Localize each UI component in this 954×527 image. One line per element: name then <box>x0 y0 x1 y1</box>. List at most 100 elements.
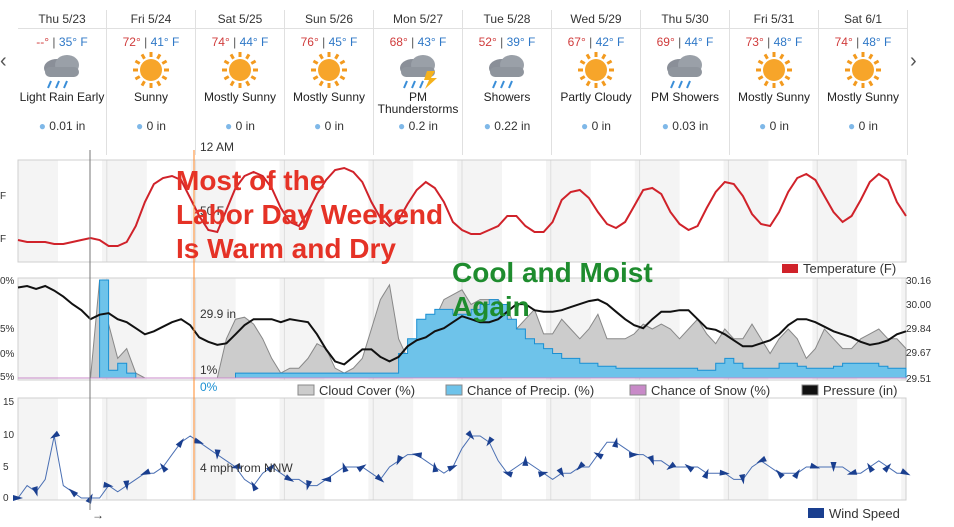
high-temp: 76° <box>300 35 319 49</box>
chevron-left-icon[interactable]: ‹ <box>0 50 7 72</box>
high-temp: 74° <box>211 35 230 49</box>
wind-direction-arrow <box>684 463 695 473</box>
daytime-band <box>58 160 102 262</box>
sun-icon <box>578 52 614 88</box>
rain-cloud-icon <box>489 55 524 89</box>
forecast-day[interactable]: Thu 5/30 69° | 44° F PM Showers ● 0.03 in <box>641 10 730 155</box>
day-condition: PM Showers <box>650 90 720 104</box>
day-date: Fri 5/24 <box>107 10 195 29</box>
wind-direction-arrow <box>846 468 858 475</box>
wind-direction-arrow <box>214 449 221 460</box>
forecast-day[interactable]: Thu 5/23 --° | 35° F Light Rain Early ● 0.0… <box>18 10 107 155</box>
day-condition: Sunny <box>133 90 169 104</box>
day-condition: Showers <box>483 90 531 104</box>
forecast-day[interactable]: Sat 6/1 74° | 48° F Mostly Sunny ● 0 in <box>819 10 908 155</box>
hover-cloud-cover: 1% <box>200 363 218 377</box>
sun-icon <box>222 52 258 88</box>
raindrop-icon: ● <box>848 119 856 133</box>
pressure-tick-label: 30.00 <box>906 300 931 311</box>
day-temps: 52° | 39° F <box>463 35 551 49</box>
low-temp: 39° F <box>506 35 536 49</box>
forecast-day[interactable]: Tue 5/28 52° | 39° F Showers ● 0.22 in <box>463 10 552 155</box>
legend-snow-chance-swatch <box>629 384 647 396</box>
low-temp: 41° F <box>150 35 180 49</box>
day-temps: 69° | 44° F <box>641 35 729 49</box>
legend-wind-speed: Wind Speed <box>829 506 900 521</box>
daytime-band <box>146 278 191 380</box>
legend-swatch-temperature <box>782 264 798 273</box>
daytime-band <box>58 398 102 500</box>
wind-direction-arrow <box>867 462 875 473</box>
wind-direction-arrow <box>123 480 130 491</box>
wind-direction-arrow <box>68 488 79 498</box>
wind-direction-arrow <box>284 474 295 482</box>
day-date: Fri 5/31 <box>730 10 818 29</box>
sun-icon <box>133 52 169 88</box>
forecast-day[interactable]: Fri 5/24 72° | 41° F Sunny ● 0 in <box>107 10 196 155</box>
day-temps: 76° | 45° F <box>285 35 373 49</box>
forecast-day[interactable]: Fri 5/31 73° | 48° F Mostly Sunny ● 0 in <box>730 10 819 155</box>
day-precip: ● 0.22 in <box>463 119 551 133</box>
day-temps: 74° | 44° F <box>196 35 284 49</box>
panel-border <box>17 277 907 381</box>
temp-separator: | <box>140 35 151 49</box>
wind-direction-arrow <box>321 476 332 483</box>
wind-direction-arrow <box>809 462 821 469</box>
day-temps: 73° | 48° F <box>730 35 818 49</box>
wind-tick-label: 10 <box>3 430 15 441</box>
daytime-band <box>413 398 458 500</box>
forecast-day[interactable]: Sun 5/26 76° | 45° F Mostly Sunny ● 0 in <box>285 10 374 155</box>
raindrop-icon: ● <box>136 119 144 133</box>
daytime-band <box>768 398 813 500</box>
day-temps: 68° | 43° F <box>374 35 462 49</box>
chevron-right-icon[interactable]: › <box>910 50 917 72</box>
precip-amount: 0 in <box>769 119 789 133</box>
precip-amount: 0.03 in <box>672 119 709 133</box>
pressure-tick-label: 29.51 <box>906 374 931 385</box>
temperature-line <box>17 166 907 247</box>
wind-direction-arrow <box>830 462 837 472</box>
day-date: Thu 5/23 <box>18 10 106 29</box>
wind-direction-arrow <box>374 473 385 483</box>
wind-direction-arrow <box>85 493 93 504</box>
day-precip: ● 0.2 in <box>374 119 462 133</box>
wind-direction-arrow <box>882 463 892 473</box>
day-precip: ● 0.01 in <box>18 119 106 133</box>
daytime-band <box>502 398 546 500</box>
legend-snow-chance: Chance of Snow (%) <box>651 383 770 398</box>
low-temp: 35° F <box>58 35 88 49</box>
forecast-day[interactable]: Mon 5/27 68° | 43° F PM Thunderstorms ● 0.2… <box>374 10 463 155</box>
legend-pressure-swatch <box>801 384 819 396</box>
legend-cloud-cover: Cloud Cover (%) <box>319 383 415 398</box>
wind-direction-arrow <box>13 495 23 501</box>
day-precip: ● 0 in <box>819 119 907 133</box>
precip-amount: 0 in <box>324 119 344 133</box>
day-date: Tue 5/28 <box>463 10 551 29</box>
day-precip: ● 0 in <box>196 119 284 133</box>
high-temp: 68° <box>389 35 408 49</box>
wind-direction-arrow <box>701 468 709 479</box>
forecast-day[interactable]: Sat 5/25 74° | 44° F Mostly Sunny ● 0 in <box>196 10 285 155</box>
precip-tick-label: 0% <box>0 276 15 287</box>
low-temp: 44° F <box>239 35 269 49</box>
wind-direction-arrow <box>230 463 241 469</box>
precip-amount: 0.2 in <box>408 119 438 133</box>
pressure-tick-label: 30.16 <box>906 276 931 287</box>
precip-amount: 0 in <box>146 119 166 133</box>
temp-separator: | <box>763 35 774 49</box>
forecast-day[interactable]: Wed 5/29 67° | 42° F Partly Cloudy ● 0 in <box>552 10 641 155</box>
daytime-band <box>413 160 458 262</box>
temp-separator: | <box>496 35 507 49</box>
pressure-tick-label: 29.84 <box>906 324 931 335</box>
wind-direction-arrow <box>266 463 276 473</box>
low-temp: 48° F <box>773 35 803 49</box>
legend-temperature: Temperature (F) <box>803 261 896 276</box>
wind-direction-arrow <box>140 468 151 476</box>
low-temp: 45° F <box>328 35 358 49</box>
wind-direction-arrow <box>175 438 185 449</box>
wind-tick-label: 0 <box>3 493 9 504</box>
daytime-band <box>146 398 191 500</box>
rain-cloud-icon <box>667 55 702 89</box>
day-precip: ● 0 in <box>107 119 195 133</box>
wind-direction-arrow <box>486 436 495 447</box>
